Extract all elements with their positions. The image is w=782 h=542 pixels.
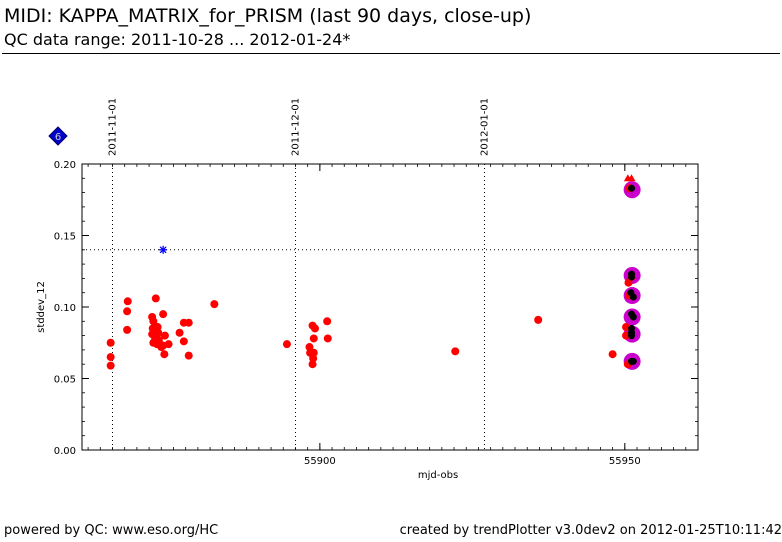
y-tick-label: 0.10: [54, 303, 76, 314]
black-point: [629, 293, 637, 301]
red-point: [123, 325, 132, 334]
red-point: [179, 337, 188, 346]
red-point: [622, 331, 631, 340]
red-point: [175, 328, 184, 337]
y-tick-label: 0.15: [54, 232, 76, 243]
y-tick-label: 0.05: [54, 375, 76, 386]
page-subtitle: QC data range: 2011-10-28 ... 2012-01-24…: [4, 30, 351, 49]
red-point: [106, 338, 115, 347]
status-badge[interactable]: 6: [48, 126, 68, 146]
y-axis-label: stddev_12: [36, 281, 47, 333]
red-point: [309, 334, 318, 343]
red-point: [608, 350, 617, 359]
footer-created-by: created by trendPlotter v3.0dev2 on 2012…: [399, 523, 782, 538]
red-point: [160, 350, 169, 359]
footer-powered-by: powered by QC: www.eso.org/HC: [4, 523, 219, 538]
x-tick-label: 55900: [304, 456, 336, 467]
red-point: [184, 351, 193, 360]
date-line-label: 2011-12-01: [290, 98, 301, 156]
red-triangle: [627, 174, 636, 182]
black-point: [629, 313, 637, 321]
y-tick-label: 0.20: [54, 160, 76, 171]
red-point: [310, 324, 319, 333]
red-point: [210, 300, 219, 309]
x-tick-label: 55950: [609, 456, 641, 467]
red-point: [123, 297, 132, 306]
red-point: [149, 317, 158, 326]
diamond-icon: [48, 126, 68, 146]
black-point: [628, 184, 636, 192]
red-point: [184, 318, 193, 327]
red-point: [106, 361, 115, 370]
black-point: [628, 273, 636, 281]
red-point: [123, 307, 132, 316]
red-point: [622, 323, 631, 332]
red-point: [534, 315, 543, 324]
blue-star-stroke: [159, 246, 167, 254]
y-tick-label: 0.00: [54, 446, 76, 457]
date-line-label: 2012-01-01: [480, 98, 491, 156]
red-point: [323, 334, 332, 343]
red-point: [106, 353, 115, 362]
page-title: MIDI: KAPPA_MATRIX_for_PRISM (last 90 da…: [4, 5, 532, 27]
status-badge-label: 6: [55, 132, 61, 143]
red-point: [160, 331, 169, 340]
header-divider: [2, 53, 780, 54]
red-point: [323, 317, 332, 326]
red-point: [282, 340, 291, 349]
plot-frame: [81, 163, 699, 451]
red-point: [164, 340, 173, 349]
x-axis-label: mjd-obs: [418, 470, 458, 481]
blue-star: [159, 245, 168, 254]
red-point: [154, 328, 163, 337]
red-point: [451, 347, 460, 356]
red-point: [308, 360, 317, 369]
date-line-label: 2011-11-01: [107, 98, 118, 156]
red-point: [159, 310, 168, 319]
red-point: [151, 294, 160, 303]
black-point: [628, 332, 636, 340]
black-point: [629, 357, 637, 365]
